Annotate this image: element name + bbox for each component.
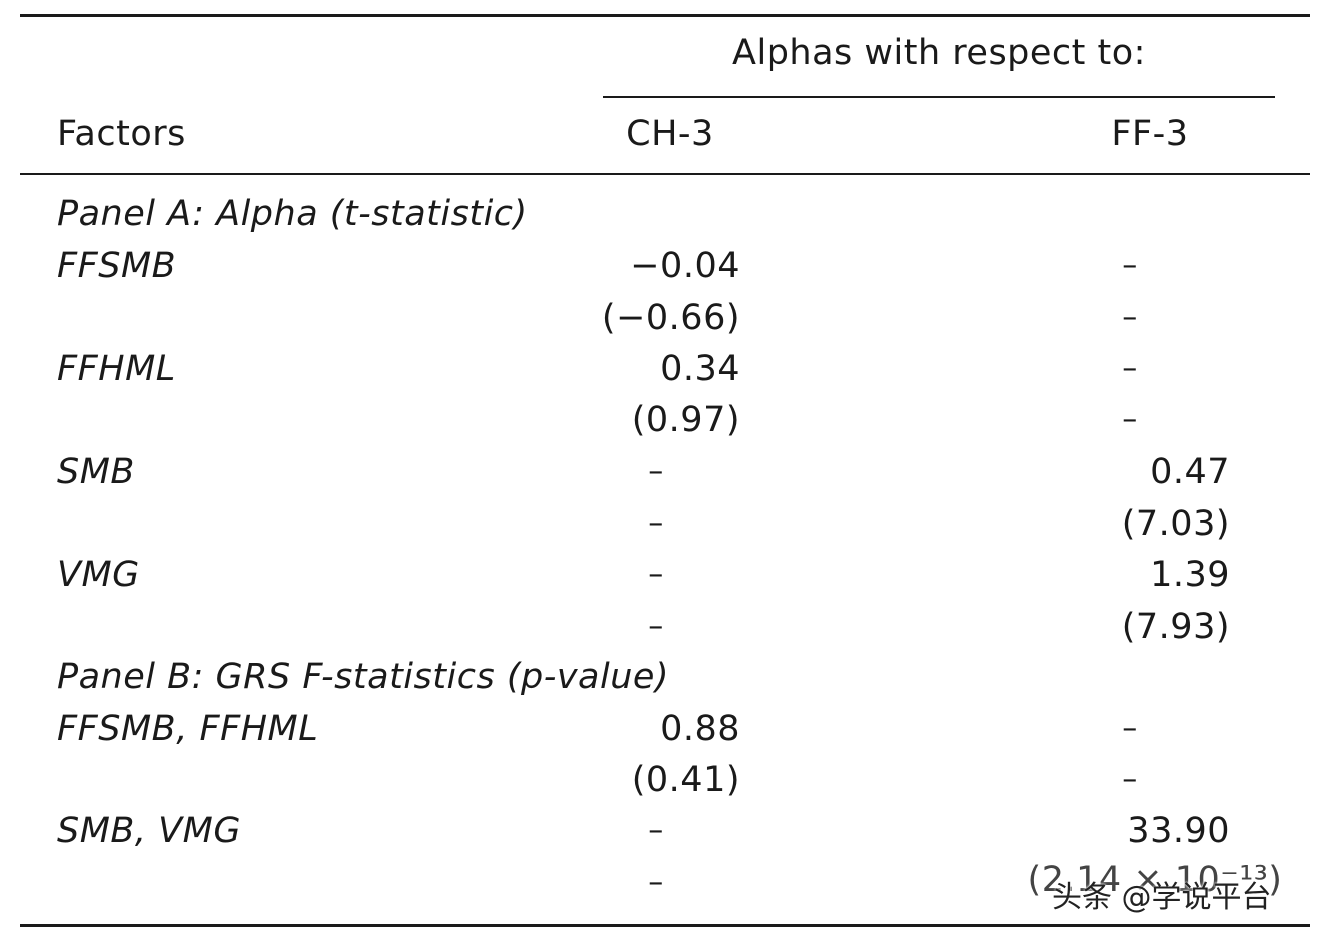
column-group-header: Alphas with respect to: [732,33,1146,73]
row-label: SMB [57,452,135,492]
cell-ch3: (0.97) [631,400,740,440]
cell-ch3: (0.41) [631,760,740,800]
row-label: FFSMB [57,246,177,286]
panel-b-title: Panel B: GRS F-statistics (p-value) [57,657,670,697]
watermark-text: 头条 @学说平台 [1052,880,1272,915]
column-header-ff3: FF-3 [1111,114,1189,154]
table-top-rule [20,14,1310,17]
header-bottom-rule [20,173,1310,175]
column-group-rule [603,96,1275,98]
cell-ff3: (7.93) [1121,607,1230,647]
cell-ch3: −0.04 [630,246,740,286]
column-header-ch3: CH-3 [626,114,714,154]
table-bottom-rule [20,924,1310,927]
cell-ch3: 0.88 [660,709,740,749]
row-label: VMG [57,555,140,595]
cell-ch3: – [648,557,664,592]
column-header-factors: Factors [57,114,186,154]
cell-ch3: – [648,454,664,489]
cell-ch3: – [648,865,664,900]
row-label: FFSMB, FFHML [57,709,319,749]
cell-ch3: (−0.66) [601,298,740,338]
row-label: FFHML [57,349,176,389]
cell-ff3: (7.03) [1121,504,1230,544]
cell-ff3: – [1122,402,1138,437]
cell-ch3: – [648,506,664,541]
row-label: SMB, VMG [57,811,241,851]
cell-ff3: – [1122,762,1138,797]
panel-a-title: Panel A: Alpha (t-statistic) [57,194,528,234]
cell-ff3: – [1122,248,1138,283]
cell-ff3: 0.47 [1150,452,1230,492]
cell-ff3: (2.14 × 10⁻¹³) [1027,860,1283,900]
cell-ff3: – [1122,711,1138,746]
cell-ch3: 0.34 [660,349,740,389]
cell-ff3: 1.39 [1150,555,1230,595]
cell-ch3: – [648,609,664,644]
cell-ch3: – [648,813,664,848]
cell-ff3: – [1122,351,1138,386]
cell-ff3: – [1122,300,1138,335]
cell-ff3: 33.90 [1127,811,1230,851]
